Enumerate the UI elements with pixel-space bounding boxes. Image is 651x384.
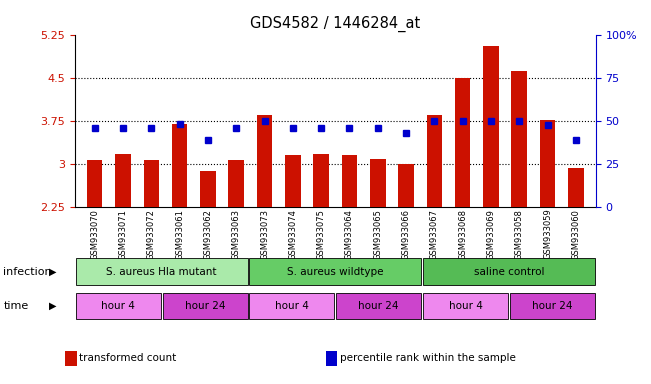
Bar — [172, 124, 187, 207]
Text: ▶: ▶ — [49, 301, 57, 311]
Text: hour 4: hour 4 — [275, 301, 309, 311]
Bar — [285, 155, 301, 207]
Text: S. aureus Hla mutant: S. aureus Hla mutant — [106, 266, 217, 277]
Text: GDS4582 / 1446284_at: GDS4582 / 1446284_at — [250, 15, 421, 31]
Text: hour 24: hour 24 — [532, 301, 572, 311]
Bar — [200, 171, 215, 207]
Bar — [455, 78, 471, 207]
Bar — [512, 71, 527, 207]
Text: hour 24: hour 24 — [359, 301, 399, 311]
Bar — [342, 155, 357, 207]
Bar — [256, 115, 272, 207]
Bar — [568, 168, 584, 207]
Text: ▶: ▶ — [49, 266, 57, 277]
Text: hour 4: hour 4 — [102, 301, 135, 311]
Bar — [398, 164, 414, 207]
Bar — [249, 258, 421, 285]
Text: infection: infection — [3, 266, 52, 277]
Bar — [370, 159, 385, 207]
Text: hour 4: hour 4 — [449, 301, 482, 311]
Bar — [249, 293, 335, 319]
Bar — [76, 293, 161, 319]
Bar — [313, 154, 329, 207]
Text: time: time — [3, 301, 29, 311]
Bar — [423, 293, 508, 319]
Bar — [423, 258, 595, 285]
Bar — [143, 160, 159, 207]
Text: S. aureus wildtype: S. aureus wildtype — [287, 266, 383, 277]
Bar — [336, 293, 421, 319]
Bar — [510, 293, 595, 319]
Bar — [87, 160, 102, 207]
Bar — [115, 154, 131, 207]
Bar — [229, 160, 244, 207]
Bar — [163, 293, 247, 319]
Bar — [540, 120, 555, 207]
Bar — [483, 46, 499, 207]
Bar — [426, 115, 442, 207]
Bar — [76, 258, 247, 285]
Text: saline control: saline control — [474, 266, 544, 277]
Text: hour 24: hour 24 — [185, 301, 225, 311]
Text: transformed count: transformed count — [79, 353, 176, 363]
Text: percentile rank within the sample: percentile rank within the sample — [340, 353, 516, 363]
